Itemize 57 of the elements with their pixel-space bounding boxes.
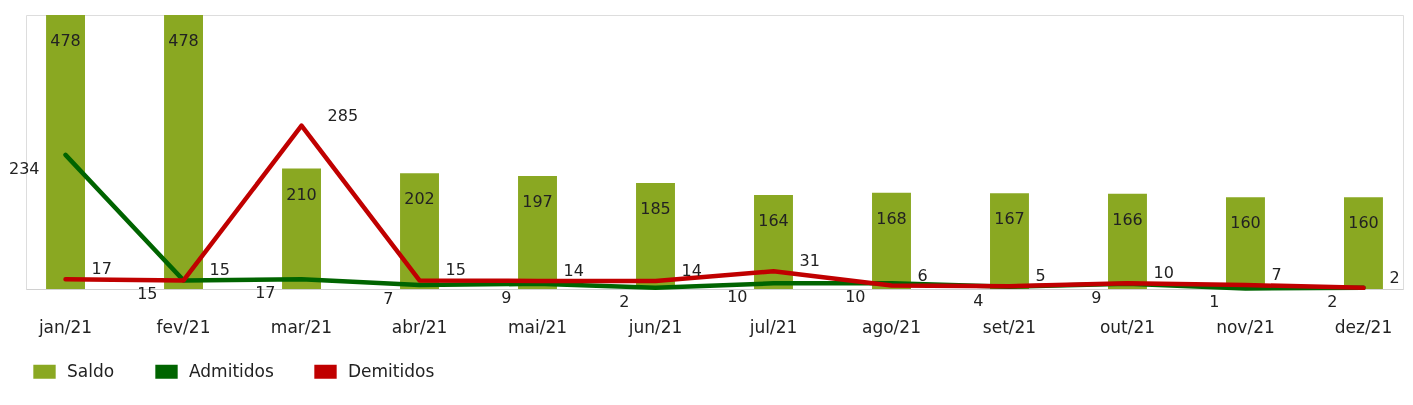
data-label: 197	[522, 192, 553, 212]
x-tick-label: jan/21	[37, 316, 93, 337]
data-label: 5	[1035, 266, 1046, 286]
bar	[518, 176, 557, 289]
x-tick-label: fev/21	[156, 316, 211, 337]
x-tick-label: jun/21	[627, 316, 683, 337]
data-label: 4	[973, 290, 984, 310]
data-label: 14	[681, 260, 702, 280]
data-label: 2	[1389, 267, 1400, 287]
data-label: 1	[1209, 292, 1220, 312]
data-label: 167	[994, 209, 1025, 229]
data-label: 15	[209, 260, 230, 280]
x-tick-label: abr/21	[391, 316, 448, 337]
bar	[46, 15, 85, 289]
data-label: 2	[619, 291, 630, 311]
data-label: 478	[50, 31, 81, 50]
data-label: 17	[255, 283, 276, 303]
data-label: 6	[917, 265, 928, 285]
data-label: 17	[91, 259, 112, 279]
data-label: 15	[445, 260, 466, 280]
data-label: 10	[845, 287, 866, 307]
data-label: 31	[799, 251, 820, 271]
data-label: 164	[758, 210, 789, 230]
data-label: 9	[1091, 287, 1102, 307]
data-label: 160	[1230, 213, 1261, 233]
data-label: 7	[383, 288, 394, 308]
x-tick-label: nov/21	[1216, 316, 1275, 337]
legend-label: Saldo	[67, 360, 115, 381]
x-tick-label: jul/21	[748, 316, 798, 337]
bar	[990, 193, 1029, 289]
data-label: 10	[1153, 263, 1174, 283]
data-label: 10	[727, 287, 748, 307]
data-label: 478	[168, 31, 199, 50]
data-label: 2	[1327, 291, 1338, 311]
data-label: 285	[327, 105, 359, 125]
bar	[164, 15, 203, 289]
data-label: 202	[404, 189, 435, 209]
legend-label: Demitidos	[348, 360, 435, 381]
x-tick-label: mai/21	[507, 316, 568, 337]
x-tick-label: ago/21	[862, 316, 921, 337]
x-tick-label: dez/21	[1334, 316, 1393, 337]
bar	[282, 168, 321, 289]
data-label: 7	[1271, 264, 1282, 284]
x-tick-label: out/21	[1099, 316, 1156, 337]
x-tick-label: set/21	[982, 316, 1037, 337]
x-tick-label: mar/21	[270, 316, 333, 337]
data-label: 9	[501, 287, 512, 307]
legend-label: Admitidos	[189, 360, 274, 381]
data-label: 210	[286, 184, 317, 204]
data-label: 185	[640, 198, 671, 218]
data-label: 15	[137, 284, 158, 304]
data-label: 14	[563, 260, 584, 280]
data-label: 166	[1112, 209, 1143, 229]
data-label: 168	[876, 208, 907, 228]
data-label: 160	[1348, 213, 1379, 233]
bar	[1344, 197, 1383, 289]
data-label: 234	[8, 158, 40, 178]
